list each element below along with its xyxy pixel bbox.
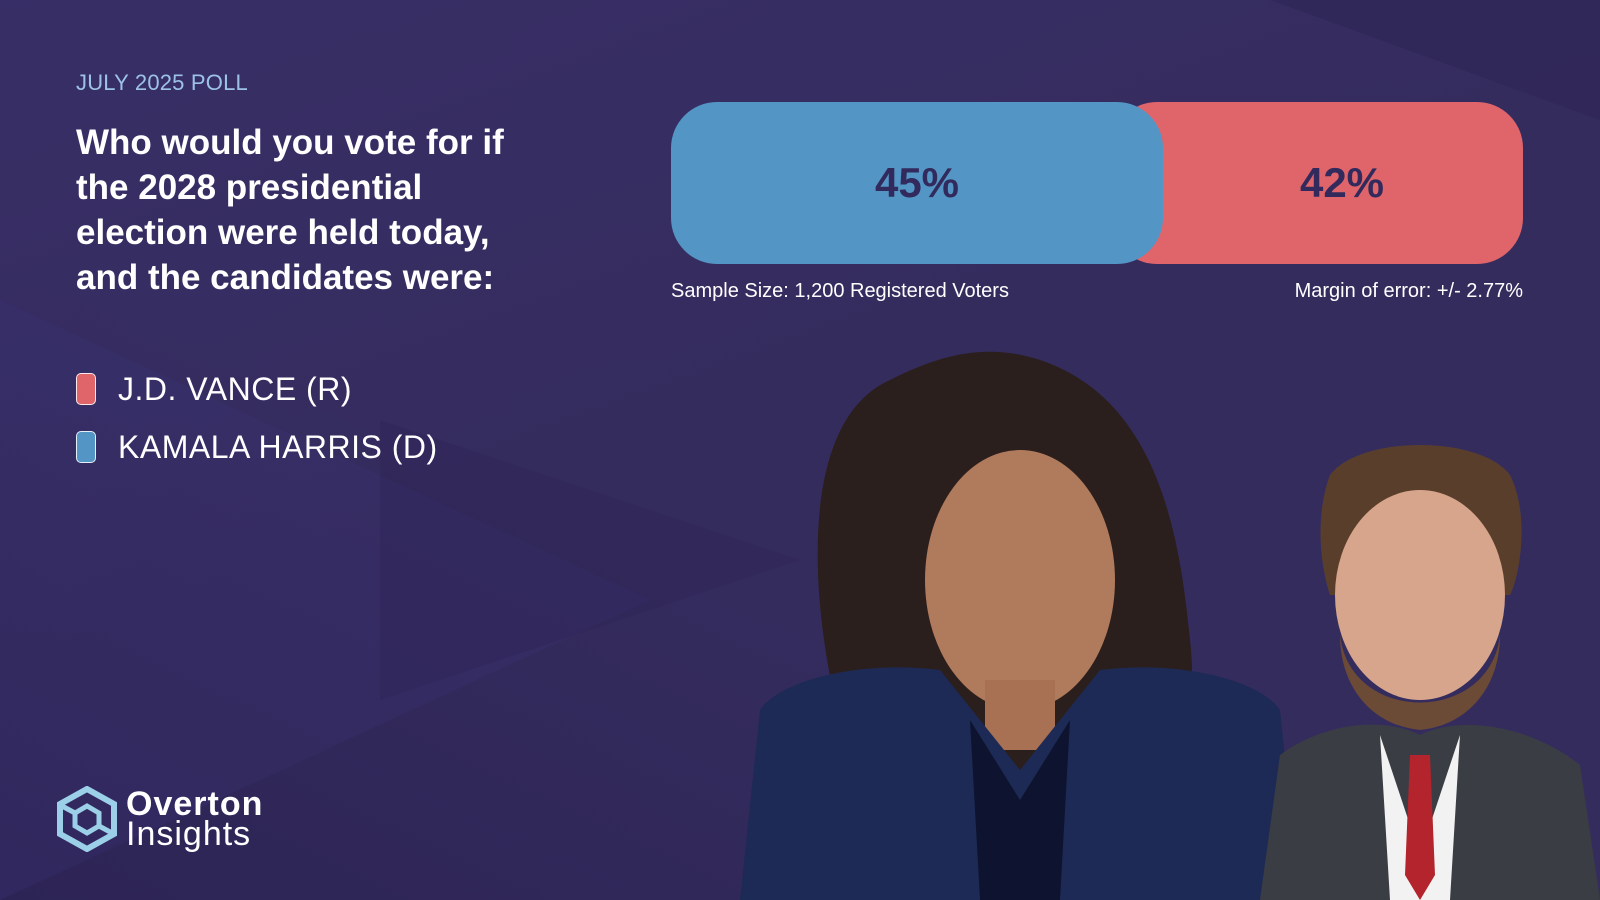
legend-label: KAMALA HARRIS (D) — [118, 428, 438, 465]
legend-item-vance: J.D. VANCE (R) — [76, 360, 438, 418]
candidate-photos — [740, 340, 1600, 900]
hexagon-logo-icon — [57, 786, 117, 852]
brand-line-2: Insights — [126, 815, 252, 853]
poll-question: Who would you vote for if the 2028 presi… — [76, 123, 504, 297]
republican-swatch-icon — [76, 373, 96, 405]
brand-wordmark: Overton Insights — [126, 785, 264, 853]
vance-portrait-image — [1260, 445, 1600, 900]
legend-item-harris: KAMALA HARRIS (D) — [76, 418, 438, 476]
vance-percentage: 42% — [1299, 159, 1385, 206]
background-facet — [380, 420, 800, 700]
democrat-swatch-icon — [76, 431, 96, 463]
brand-line-1: Overton — [126, 785, 264, 823]
poll-result-bar: 42% 45% — [671, 102, 1523, 264]
harris-percentage: 45% — [874, 159, 960, 206]
vance-bar-segment: 42% — [1111, 102, 1523, 264]
poll-methodology: Sample Size: 1,200 Registered Voters Mar… — [671, 280, 1523, 303]
harris-portrait-image — [740, 351, 1300, 900]
legend-label: J.D. VANCE (R) — [118, 370, 352, 407]
brand-logo: Overton Insights — [56, 786, 263, 852]
sample-size: Sample Size: 1,200 Registered Voters — [671, 280, 1009, 302]
background-facet — [1270, 0, 1600, 120]
legend: J.D. VANCE (R) KAMALA HARRIS (D) — [76, 360, 438, 476]
poll-date-label: JULY 2025 POLL — [76, 70, 248, 95]
harris-bar-segment: 45% — [671, 102, 1163, 264]
margin-of-error: Margin of error: +/- 2.77% — [1294, 280, 1523, 302]
